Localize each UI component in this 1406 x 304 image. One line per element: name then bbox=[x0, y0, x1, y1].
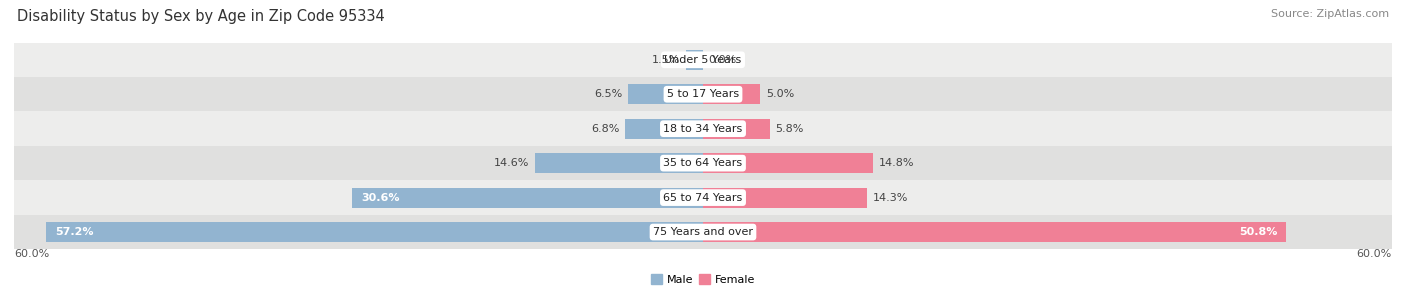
Bar bbox=[703, 119, 769, 139]
Text: 0.0%: 0.0% bbox=[709, 55, 737, 65]
Bar bbox=[703, 222, 1286, 242]
Text: Source: ZipAtlas.com: Source: ZipAtlas.com bbox=[1271, 9, 1389, 19]
Bar bbox=[536, 153, 703, 173]
Text: Disability Status by Sex by Age in Zip Code 95334: Disability Status by Sex by Age in Zip C… bbox=[17, 9, 385, 24]
Text: 57.2%: 57.2% bbox=[55, 227, 94, 237]
Text: 6.8%: 6.8% bbox=[591, 124, 619, 134]
Bar bbox=[628, 84, 703, 104]
Text: 5.8%: 5.8% bbox=[775, 124, 804, 134]
Text: Under 5 Years: Under 5 Years bbox=[665, 55, 741, 65]
Bar bbox=[46, 222, 703, 242]
Text: 1.5%: 1.5% bbox=[652, 55, 681, 65]
Bar bbox=[14, 215, 1392, 249]
Bar bbox=[703, 188, 868, 208]
Text: 75 Years and over: 75 Years and over bbox=[652, 227, 754, 237]
Bar bbox=[14, 77, 1392, 112]
Bar bbox=[14, 180, 1392, 215]
Text: 60.0%: 60.0% bbox=[1357, 249, 1392, 259]
Bar bbox=[14, 112, 1392, 146]
Bar bbox=[352, 188, 703, 208]
Text: 5.0%: 5.0% bbox=[766, 89, 794, 99]
Bar bbox=[703, 153, 873, 173]
Text: 14.8%: 14.8% bbox=[879, 158, 914, 168]
Bar bbox=[703, 84, 761, 104]
Bar bbox=[14, 146, 1392, 180]
Text: 6.5%: 6.5% bbox=[595, 89, 623, 99]
Bar bbox=[14, 43, 1392, 77]
Bar bbox=[624, 119, 703, 139]
Text: 50.8%: 50.8% bbox=[1239, 227, 1277, 237]
Text: 5 to 17 Years: 5 to 17 Years bbox=[666, 89, 740, 99]
Text: 14.6%: 14.6% bbox=[495, 158, 530, 168]
Text: 35 to 64 Years: 35 to 64 Years bbox=[664, 158, 742, 168]
Legend: Male, Female: Male, Female bbox=[647, 270, 759, 289]
Text: 18 to 34 Years: 18 to 34 Years bbox=[664, 124, 742, 134]
Text: 65 to 74 Years: 65 to 74 Years bbox=[664, 193, 742, 202]
Text: 14.3%: 14.3% bbox=[873, 193, 908, 202]
Bar bbox=[686, 50, 703, 70]
Text: 30.6%: 30.6% bbox=[361, 193, 399, 202]
Text: 60.0%: 60.0% bbox=[14, 249, 49, 259]
